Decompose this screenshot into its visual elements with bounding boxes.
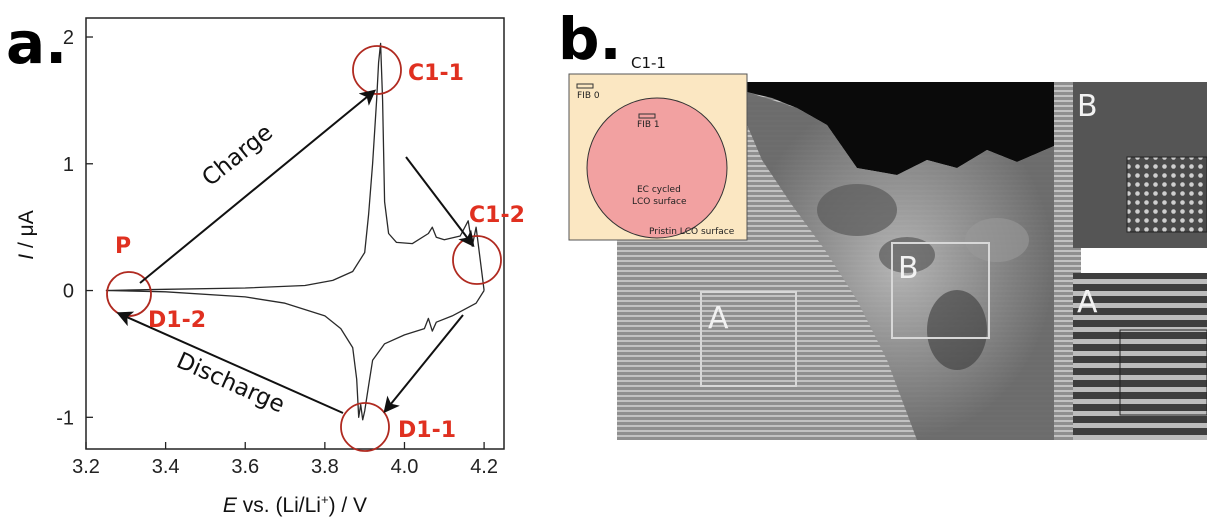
label-d1-2: D1-2 [148,308,206,333]
y-tick-label: 1 [63,154,74,176]
plot-frame [85,17,505,450]
side-image-a: A [1073,273,1207,440]
axis-ticks: 3.2 3.4 3.6 3.8 4.0 4.2 -1 0 1 2 [56,27,498,478]
region-box-b [891,242,990,339]
panel-a-letter: a. [6,9,68,77]
x-tick-label: 3.8 [311,456,339,478]
x-tick-label: 3.2 [72,456,100,478]
x-axis-label: E vs. (Li/Li+) / V [223,492,367,517]
y-axis-label: I / μA [15,210,38,259]
inset-fib1: FIB 1 [637,120,660,130]
x-tick-label: 4.2 [470,456,498,478]
circle-c1-2 [452,235,502,285]
panel-b-figure: A B FIB 0 FIB 1 EC cycled LCO surface Pr… [568,54,1207,440]
arrow-charge [139,89,377,284]
cathodic-sweep-line [105,289,485,421]
y-tick-label: 2 [63,27,74,49]
x-tick-label: 4.0 [391,456,419,478]
region-label-a: A [708,301,729,336]
anodic-sweep-line [105,42,485,292]
label-discharge: Discharge [173,348,289,419]
cv-chart: 3.2 3.4 3.6 3.8 4.0 4.2 -1 0 1 2 P C1-1 C1-2 D1-1… [15,17,525,517]
fib-inset: FIB 0 FIB 1 EC cycled LCO surface Pristi… [568,73,748,241]
label-c1-1: C1-1 [408,61,464,86]
inset-ec-line2: LCO surface [632,197,687,207]
inset-fib0: FIB 0 [577,91,600,101]
region-label-b: B [898,251,919,286]
x-tick-label: 3.4 [152,456,180,478]
circle-d1-1 [340,402,390,452]
inset-ec-line1: EC cycled [637,185,681,195]
label-p: P [115,234,131,259]
side-label-b: B [1077,89,1098,124]
arrow-c1-1-to-c1-2 [405,156,475,248]
region-box-a [700,291,797,387]
inset-title: C1-1 [631,54,666,72]
arrow-c1-2-to-d1-1 [383,314,464,414]
y-tick-label: 0 [63,281,74,303]
label-d1-1: D1-1 [398,418,456,443]
arrow-discharge [116,311,344,414]
side-label-a: A [1077,285,1098,320]
circle-c1-1 [352,45,402,95]
label-c1-2: C1-2 [469,203,525,228]
x-tick-label: 3.6 [231,456,259,478]
panel-b-letter: b. [558,5,622,73]
y-tick-label: -1 [56,407,74,429]
inset-pristine: Pristin LCO surface [649,227,735,237]
cv-traces [105,42,485,421]
side-image-b: B [1073,82,1207,248]
